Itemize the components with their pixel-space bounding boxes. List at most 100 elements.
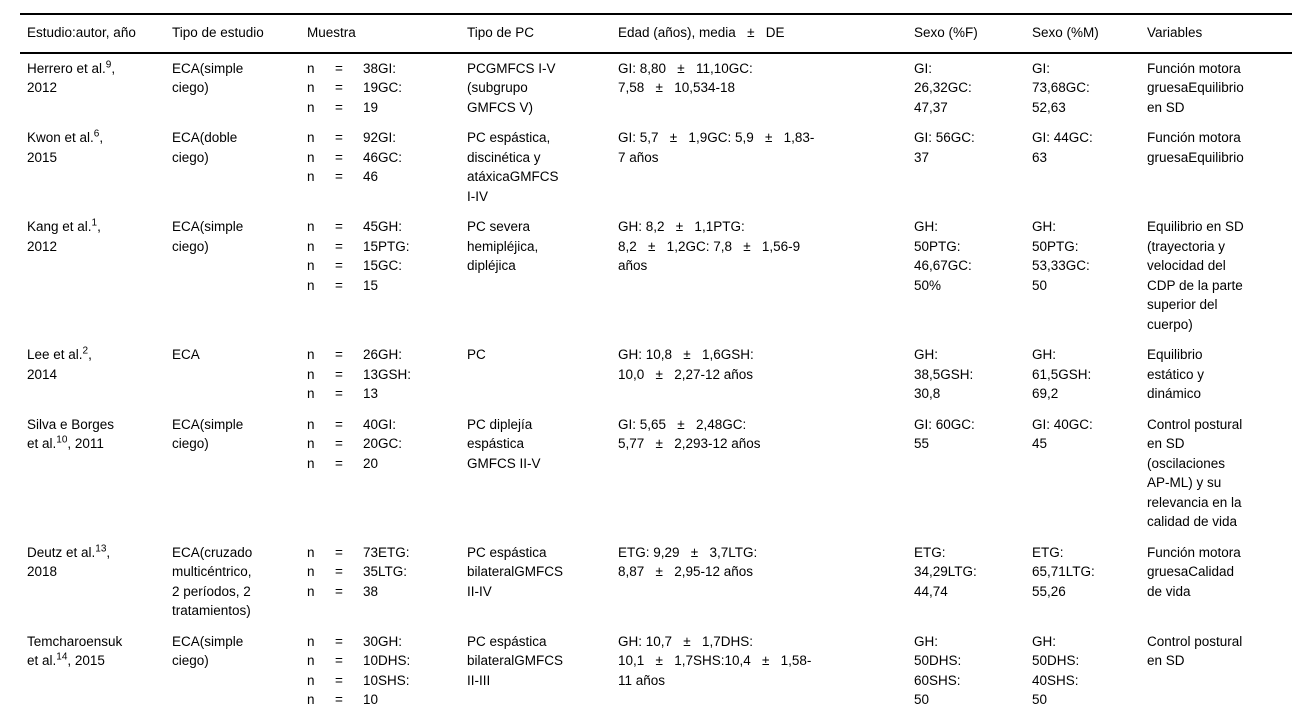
cell-line: años [618, 258, 648, 273]
cell-line: bilateralGMFCS [467, 564, 564, 579]
cell-line: 10,0 ± 2,27-12 años [618, 366, 753, 382]
cell-line: 50DHS: [1032, 653, 1080, 668]
cell-line: PC espástica [467, 544, 547, 560]
equals-sign: = [335, 258, 343, 273]
cell-line: GH: [914, 347, 939, 362]
cell-sexo_f: GI: 60GC: 55 [914, 410, 1032, 538]
cell-line: tratamientos) [172, 603, 251, 618]
cell-tipo_pc: PC espástica bilateralGMFCS II-III [467, 627, 618, 714]
cell-line: n = 73ETG: [307, 543, 459, 563]
cell-line: 26,32GC: [914, 80, 972, 95]
cell-line: 44,74 [914, 583, 948, 599]
study-author: et al. [27, 436, 57, 451]
studies-table: Estudio:autor, año Tipo de estudio Muestra… [20, 13, 1292, 714]
sample-n-label: n [307, 633, 315, 649]
cell-line: ciego) [172, 238, 209, 254]
sample-n-label: n [307, 564, 315, 579]
cell-line: GMFCS V) [467, 99, 533, 115]
cell-sexo_f: GH: 50PTG: 46,67GC: 50% [914, 212, 1032, 340]
sample-value: 13 [363, 386, 379, 401]
equals-sign: = [335, 544, 343, 560]
cell-line: 47,37 [914, 99, 948, 115]
cell-estudio: Kang et al.1, 2012 [20, 212, 172, 340]
cell-line: calidad de vida [1147, 514, 1238, 529]
cell-line: atáxicaGMFCS [467, 169, 559, 184]
cell-estudio: Silva e Borges et al.10, 2011 [20, 410, 172, 538]
sample-value: 92GI: [363, 130, 397, 145]
study-author: Deutz et al. [27, 544, 96, 560]
cell-line: GI: [914, 60, 933, 76]
table-row: Deutz et al.13, 2018 ECA(cruzado multicéntr… [20, 538, 1292, 627]
cell-line: Equilibrio [1147, 347, 1203, 362]
cell-line: ECA [172, 347, 200, 362]
cell-line: ECA(simple [172, 219, 244, 234]
cell-line: n = 92GI: [307, 128, 459, 148]
study-author: Herrero et al. [27, 60, 106, 76]
sample-value: 35LTG: [363, 564, 408, 579]
sample-n-label: n [307, 692, 315, 707]
study-year: , [106, 544, 111, 560]
cell-line: 2015 [27, 148, 164, 168]
table-row: Temcharoensuk et al.14, 2015 ECA(simple cie… [20, 627, 1292, 714]
cell-line: GH: [1032, 347, 1057, 362]
cell-line: Silva e Borges [27, 415, 164, 435]
sample-n-label: n [307, 80, 315, 95]
cell-line: 50 [914, 692, 930, 707]
equals-sign: = [335, 436, 343, 451]
cell-line: n = 46 [307, 167, 459, 187]
equals-sign: = [335, 386, 343, 401]
equals-sign: = [335, 633, 343, 649]
cell-line: II-III [467, 672, 491, 688]
cell-line: ciego) [172, 436, 209, 451]
cell-edad: GI: 8,80 ± 11,10GC: 7,58 ± 10,534-18 [618, 53, 914, 124]
cell-line: 55 [914, 436, 930, 451]
cell-line: Deutz et al.13, [27, 543, 164, 563]
cell-line: 60SHS: [914, 672, 961, 688]
cell-line: 50 [1032, 277, 1048, 293]
cell-line: n = 10SHS: [307, 671, 459, 691]
sample-value: 10SHS: [363, 672, 410, 688]
cell-tipo_estudio: ECA [172, 340, 307, 410]
sample-value: 13GSH: [363, 366, 412, 382]
sample-value: 38GI: [363, 60, 397, 76]
cell-line: 2018 [27, 562, 164, 582]
cell-line: Temcharoensuk [27, 632, 164, 652]
cell-tipo_pc: PC espástica, discinética y atáxicaGMFCS I-… [467, 123, 618, 212]
cell-estudio: Herrero et al.9, 2012 [20, 53, 172, 124]
table-body: Herrero et al.9, 2012 ECA(simple ciego) n = 38… [20, 53, 1292, 714]
cell-line: espástica [467, 436, 525, 451]
sample-n-label: n [307, 416, 315, 432]
equals-sign: = [335, 130, 343, 145]
cell-sexo_m: GI: 44GC: 63 [1032, 123, 1147, 212]
cell-variables: Equilibrio en SD (trayectoria y velocidad … [1147, 212, 1292, 340]
cell-line: n = 19 [307, 98, 459, 118]
column-header-muestra: Muestra [307, 14, 467, 54]
cell-tipo_estudio: ECA(simple ciego) [172, 627, 307, 714]
cell-line: 53,33GC: [1032, 258, 1090, 273]
cell-line: n = 30GH: [307, 632, 459, 652]
cell-line: gruesaCalidad [1147, 564, 1235, 579]
cell-line: Función motora [1147, 60, 1241, 76]
cell-line: n = 10 [307, 690, 459, 710]
study-author: Kwon et al. [27, 130, 94, 145]
sample-value: 15GC: [363, 258, 403, 273]
sample-value: 15 [363, 277, 379, 293]
sample-n-label: n [307, 277, 315, 293]
table-row: Kang et al.1, 2012 ECA(simple ciego) n = 45GH:… [20, 212, 1292, 340]
cell-line: (oscilaciones [1147, 455, 1226, 471]
cell-edad: ETG: 9,29 ± 3,7LTG: 8,87 ± 2,95-12 años [618, 538, 914, 627]
cell-line: 40SHS: [1032, 672, 1079, 688]
sample-value: 45GH: [363, 219, 403, 234]
cell-variables: Control postural en SD (oscilaciones AP-ML)… [1147, 410, 1292, 538]
cell-tipo_estudio: ECA(doble ciego) [172, 123, 307, 212]
sample-n-label: n [307, 672, 315, 688]
cell-line: n = 40GI: [307, 415, 459, 435]
cell-line: 61,5GSH: [1032, 366, 1092, 382]
cell-line: discinética y [467, 149, 541, 165]
sample-n-label: n [307, 436, 315, 451]
sample-value: 20GC: [363, 436, 403, 451]
cell-line: 5,77 ± 2,293-12 años [618, 436, 761, 451]
cell-line: 46,67GC: [914, 258, 972, 273]
sample-value: 73ETG: [363, 544, 410, 560]
